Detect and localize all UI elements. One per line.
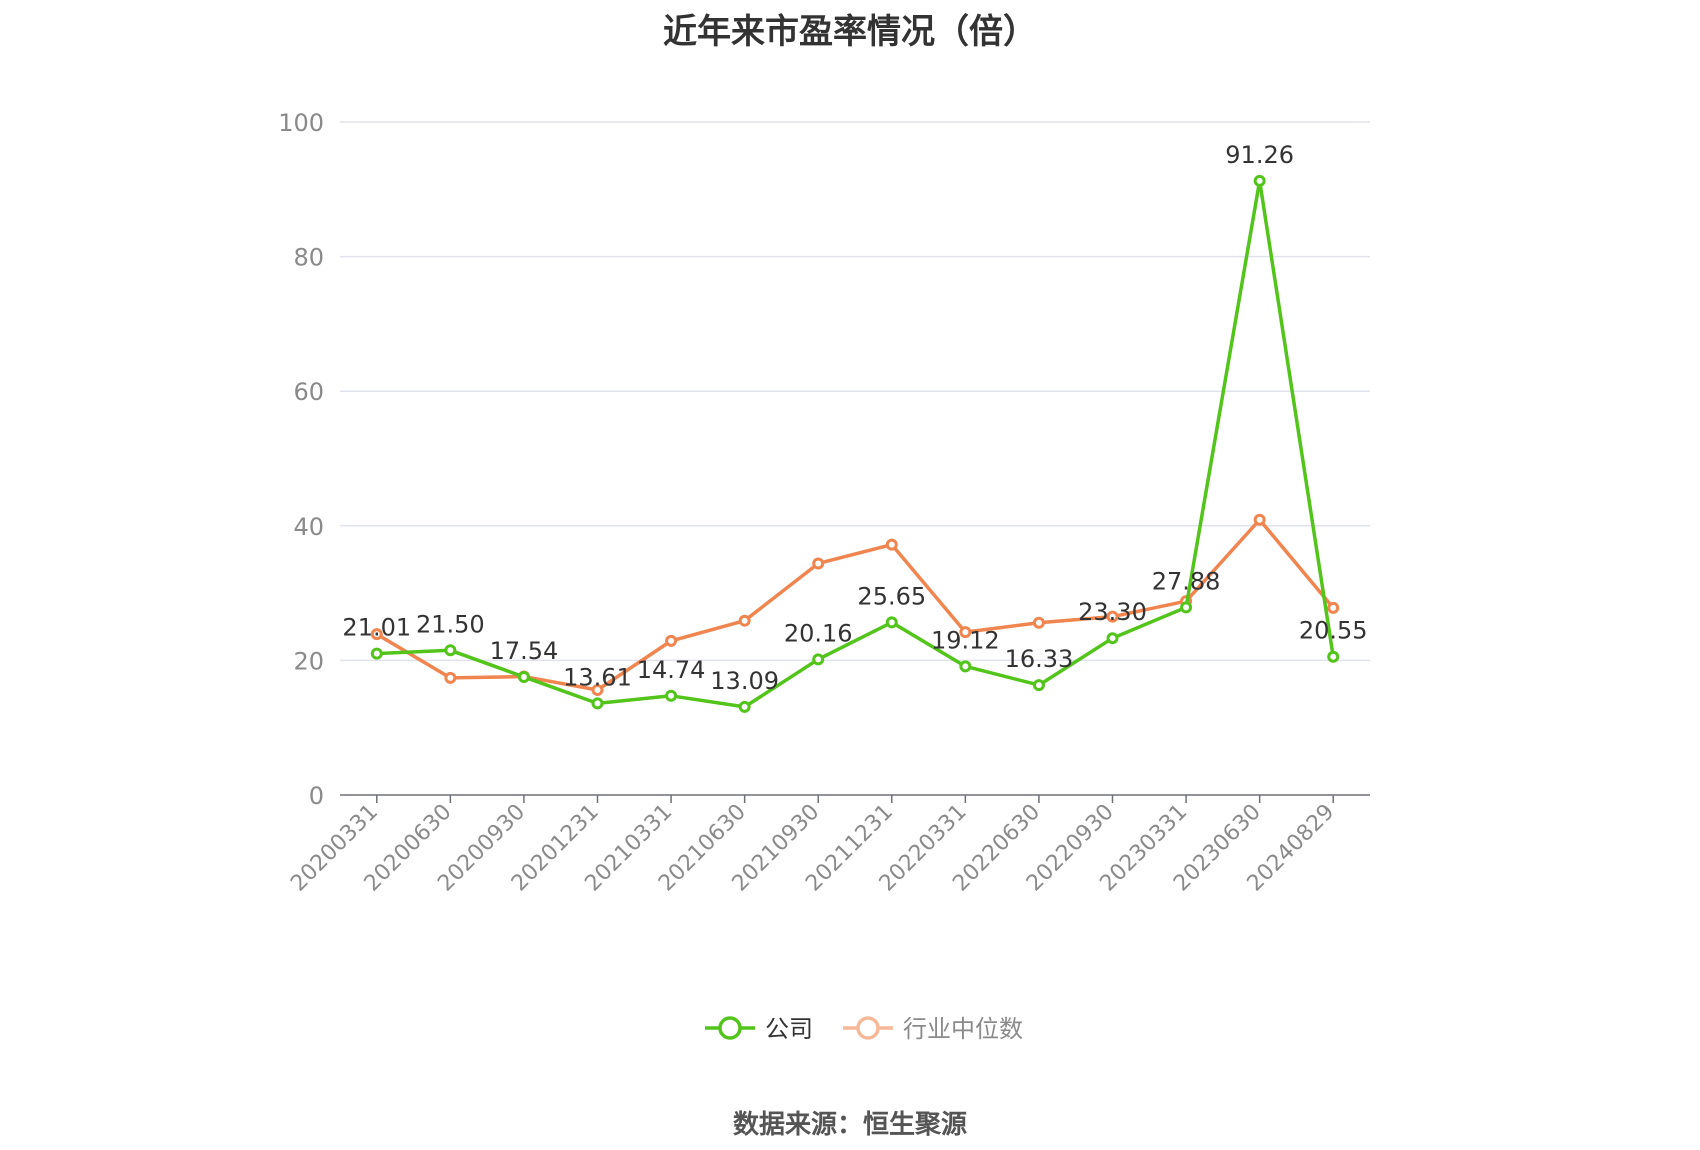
data-label: 25.65 bbox=[857, 582, 926, 610]
data-point bbox=[885, 538, 898, 551]
data-label: 14.74 bbox=[637, 656, 706, 684]
data-point bbox=[959, 660, 972, 673]
data-label: 21.50 bbox=[416, 610, 485, 638]
data-point bbox=[665, 689, 678, 702]
legend-label: 行业中位数 bbox=[903, 1015, 1023, 1043]
data-label: 20.55 bbox=[1299, 617, 1368, 645]
data-label: 16.33 bbox=[1005, 645, 1074, 673]
legend-item-0[interactable]: 公司 bbox=[705, 1015, 813, 1043]
legend-label: 公司 bbox=[765, 1015, 813, 1043]
grid-layer bbox=[340, 121, 1370, 662]
data-point bbox=[591, 684, 604, 697]
data-point bbox=[812, 557, 825, 570]
data-point bbox=[591, 697, 604, 710]
data-point bbox=[1106, 610, 1119, 623]
legend-marker bbox=[856, 1016, 880, 1040]
axis-layer: 0204060801002020033120200630202009302020… bbox=[278, 109, 1370, 896]
series-line-0 bbox=[376, 179, 1335, 709]
y-tick-label: 20 bbox=[293, 647, 324, 675]
y-tick-label: 0 bbox=[309, 782, 324, 810]
data-label: 21.01 bbox=[342, 614, 411, 642]
data-point bbox=[1032, 616, 1045, 629]
data-point bbox=[444, 671, 457, 684]
data-point bbox=[370, 647, 383, 660]
data-source: 数据来源：恒生聚源 bbox=[732, 1110, 967, 1140]
data-point bbox=[812, 653, 825, 666]
legend-item-1[interactable]: 行业中位数 bbox=[843, 1015, 1023, 1043]
y-tick-label: 80 bbox=[293, 244, 324, 272]
data-point bbox=[370, 628, 383, 641]
data-label: 20.16 bbox=[784, 619, 853, 647]
legend-marker bbox=[718, 1016, 742, 1040]
chart-title: 近年来市盈率情况（倍） bbox=[663, 12, 1037, 52]
series-line-1 bbox=[375, 517, 1335, 692]
data-point bbox=[1106, 632, 1119, 645]
data-label: 13.61 bbox=[563, 663, 632, 691]
data-point bbox=[738, 700, 751, 713]
data-point bbox=[738, 614, 751, 627]
data-point bbox=[1253, 513, 1266, 526]
y-tick-label: 40 bbox=[293, 513, 324, 541]
data-label: 19.12 bbox=[931, 626, 1000, 654]
legend[interactable]: 公司 行业中位数 bbox=[705, 1015, 1023, 1043]
data-point bbox=[885, 616, 898, 629]
data-point bbox=[665, 634, 678, 647]
y-tick-label: 100 bbox=[278, 109, 324, 137]
data-point bbox=[1253, 174, 1266, 187]
data-point bbox=[959, 626, 972, 639]
data-label: 91.26 bbox=[1225, 141, 1294, 169]
data-label: 27.88 bbox=[1152, 567, 1221, 595]
data-point bbox=[1327, 650, 1340, 663]
data-point bbox=[1327, 601, 1340, 614]
data-label: 23.30 bbox=[1078, 598, 1147, 626]
data-point bbox=[517, 670, 530, 683]
y-tick-label: 60 bbox=[293, 378, 324, 406]
data-point bbox=[1032, 679, 1045, 692]
data-label: 17.54 bbox=[490, 637, 559, 665]
data-point bbox=[1180, 601, 1193, 614]
data-label: 13.09 bbox=[710, 667, 779, 695]
series-layer bbox=[370, 174, 1340, 713]
data-point bbox=[444, 644, 457, 657]
